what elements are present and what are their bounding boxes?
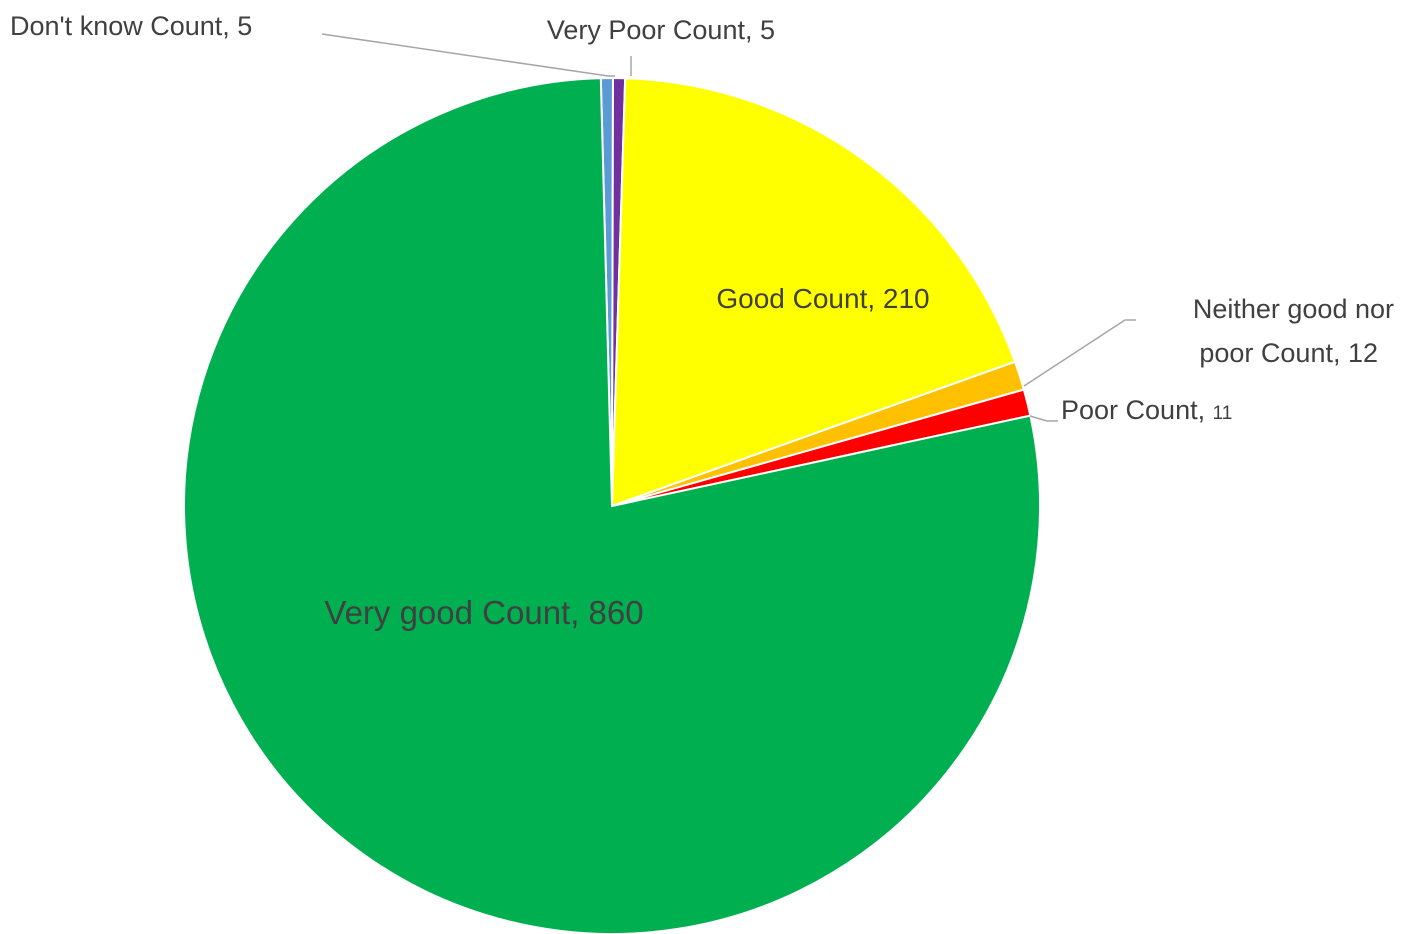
label-very-poor: Very Poor Count, 5 — [547, 15, 775, 45]
pie-slice-very-good-count — [183, 77, 1041, 934]
label-poor-separator: , — [1198, 395, 1213, 425]
leader-line-poor — [1029, 415, 1058, 422]
leader-line-neither — [1023, 319, 1136, 387]
pie-slice-good-count — [610, 77, 1017, 508]
label-very-good: Very good Count, 860 — [324, 594, 643, 631]
label-poor-value: 11 — [1213, 403, 1233, 424]
leader-line-dont-know — [321, 33, 615, 77]
data-labels: Don't know Count, 5 Very Poor Count, 5 G… — [10, 11, 1394, 631]
label-neither-line1: Neither good nor — [1193, 294, 1394, 324]
label-poor-name: Poor Count — [1061, 395, 1198, 425]
label-dont-know: Don't know Count, 5 — [10, 11, 252, 41]
label-neither-line2: poor Count, 12 — [1199, 338, 1378, 368]
label-good: Good Count, 210 — [716, 283, 929, 314]
label-poor: Poor Count, 11 — [1061, 395, 1232, 425]
leader-lines — [321, 33, 1136, 422]
pie-slices — [183, 76, 1041, 934]
